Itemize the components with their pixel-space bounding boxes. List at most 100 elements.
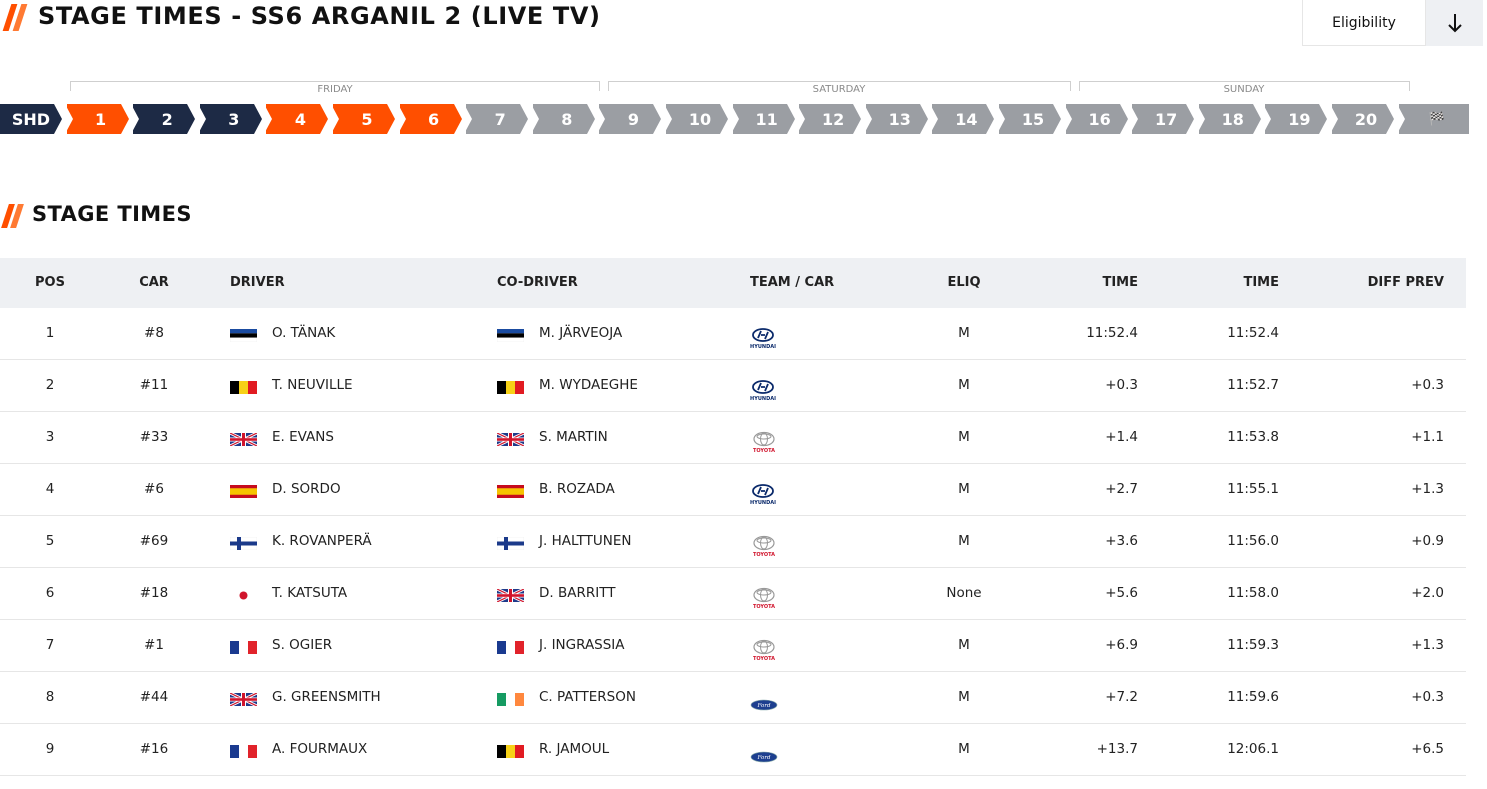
stage-item-18[interactable]: 18 [1198,104,1261,134]
table-row[interactable]: 5 #69 K. ROVANPERÄ J. HALTTUNEN TOYOTA M… [0,516,1466,568]
eligibility-button[interactable]: Eligibility [1302,0,1426,46]
driver-flag-icon [229,691,258,708]
cell-time: +7.2 [1105,689,1138,705]
stage-label: 14 [955,109,978,129]
cell-codriver[interactable]: S. MARTIN [539,429,608,445]
table-row[interactable]: 3 #33 E. EVANS S. MARTIN TOYOTA M +1.4 1… [0,412,1466,464]
cell-driver[interactable]: T. NEUVILLE [272,377,353,393]
day-label-friday: FRIDAY [313,84,357,95]
table-row[interactable]: 2 #11 T. NEUVILLE M. WYDAEGHE HYUNDAI M … [0,360,1466,412]
stage-selector: SHD 1 2 3 4 5 6 7 8 9 10 11 12 13 14 15 16 17 18 19 20 🏁 [0,104,1487,134]
stage-item-19[interactable]: 19 [1265,104,1328,134]
table-row[interactable]: 6 #18 T. KATSUTA D. BARRITT TOYOTA None … [0,568,1466,620]
col-driver[interactable]: DRIVER [230,275,285,290]
cell-codriver[interactable]: C. PATTERSON [539,689,636,705]
col-pos[interactable]: POS [35,275,65,290]
stage-label: 13 [888,109,911,129]
stage-item-4[interactable]: 4 [266,104,329,134]
stage-chevron-shape [266,104,329,134]
stage-label: SHD [11,109,51,129]
download-button[interactable] [1426,0,1483,46]
cell-codriver[interactable]: D. BARRITT [539,585,616,601]
stage-chevron-shape [0,104,62,134]
cell-codriver[interactable]: J. INGRASSIA [539,637,625,653]
cell-driver[interactable]: E. EVANS [272,429,334,445]
stage-label: 18 [1221,109,1244,129]
codriver-flag-icon [497,639,524,654]
stage-item-20[interactable]: 20 [1332,104,1394,134]
col-time[interactable]: TIME [1102,275,1138,290]
stage-finish[interactable]: 🏁 [1398,104,1469,134]
stage-label: 9 [627,109,639,129]
cell-driver[interactable]: D. SORDO [272,481,341,497]
stage-item-3[interactable]: 3 [199,104,262,134]
col-codriver[interactable]: CO-DRIVER [497,275,578,290]
cell-codriver[interactable]: M. JÄRVEOJA [539,325,623,341]
cell-driver[interactable]: K. ROVANPERÄ [272,533,372,549]
col-car[interactable]: CAR [139,275,169,290]
toyota-logo-icon: TOYOTA [748,426,780,454]
cell-pos: 8 [45,689,55,705]
stage-item-8[interactable]: 8 [532,104,595,134]
stage-item-5[interactable]: 5 [333,104,395,134]
col-overall-time[interactable]: TIME [1243,275,1279,290]
cell-eliq: M [958,325,970,341]
finish-flag-icon: 🏁 [1428,111,1445,127]
page-title: STAGE TIMES - SS6 ARGANIL 2 (LIVE TV) [38,2,601,30]
table-row[interactable]: 8 #44 G. GREENSMITH C. PATTERSON Ford M … [0,672,1466,724]
cell-codriver[interactable]: B. ROZADA [539,481,615,497]
codriver-flag-icon [497,483,524,498]
table-row[interactable]: 7 #1 S. OGIER J. INGRASSIA TOYOTA M +6.9… [0,620,1466,672]
cell-driver[interactable]: G. GREENSMITH [272,689,381,705]
svg-text:TOYOTA: TOYOTA [753,552,775,558]
cell-time: +0.3 [1105,377,1138,393]
stage-chevron-shape [1398,104,1469,134]
stage-item-10[interactable]: 10 [666,104,728,134]
cell-eliq: M [958,689,970,705]
cell-driver[interactable]: T. KATSUTA [272,585,348,601]
hyundai-logo-icon: HYUNDAI [748,478,780,506]
cell-driver[interactable]: S. OGIER [272,637,333,653]
stage-item-13[interactable]: 13 [865,104,928,134]
cell-codriver[interactable]: J. HALTTUNEN [539,533,632,549]
table-row[interactable]: 4 #6 D. SORDO B. ROZADA HYUNDAI M +2.7 1… [0,464,1466,516]
stage-item-7[interactable]: 7 [466,104,529,134]
svg-text:HYUNDAI: HYUNDAI [750,396,776,402]
stage-item-shd[interactable]: SHD [0,104,62,134]
stage-chevron-shape [532,104,595,134]
stage-item-12[interactable]: 12 [799,104,862,134]
stage-item-14[interactable]: 14 [932,104,995,134]
stage-item-6[interactable]: 6 [399,104,462,134]
stage-item-17[interactable]: 17 [1132,104,1195,134]
stage-chevron-shape [599,104,662,134]
cell-time: +3.6 [1105,533,1138,549]
cell-car-number: #69 [139,533,169,549]
table-row[interactable]: 9 #16 A. FOURMAUX R. JAMOUL Ford M +13.7… [0,724,1466,776]
stage-chevron-shape [1132,104,1195,134]
stage-label: 4 [294,109,306,129]
arrow-down-icon [1447,14,1462,33]
stage-chevron-shape [399,104,462,134]
table-row[interactable]: 1 #8 O. TÄNAK M. JÄRVEOJA HYUNDAI M 11:5… [0,308,1466,360]
stage-item-11[interactable]: 11 [732,104,795,134]
stage-item-16[interactable]: 16 [1065,104,1128,134]
cell-diff-prev [1300,308,1444,359]
col-eliq[interactable]: ELIQ [947,275,981,290]
stage-times-table: POS CAR DRIVER CO-DRIVER TEAM / CAR ELIQ… [0,258,1466,776]
stage-item-9[interactable]: 9 [599,104,662,134]
stage-item-15[interactable]: 15 [999,104,1061,134]
codriver-flag-icon [496,535,525,551]
cell-driver[interactable]: A. FOURMAUX [272,741,368,757]
stage-label: 2 [161,109,173,129]
col-diff-prev[interactable]: DIFF PREV [1367,275,1444,290]
col-team[interactable]: TEAM / CAR [750,275,835,290]
cell-codriver[interactable]: R. JAMOUL [539,741,610,757]
cell-driver[interactable]: O. TÄNAK [272,325,336,341]
cell-codriver[interactable]: M. WYDAEGHE [539,377,638,393]
stage-item-2[interactable]: 2 [133,104,196,134]
cell-eliq: M [958,637,970,653]
stage-item-1[interactable]: 1 [66,104,129,134]
cell-pos: 3 [45,429,55,445]
cell-time: +5.6 [1105,585,1138,601]
hyundai-logo-icon: HYUNDAI [748,322,780,350]
